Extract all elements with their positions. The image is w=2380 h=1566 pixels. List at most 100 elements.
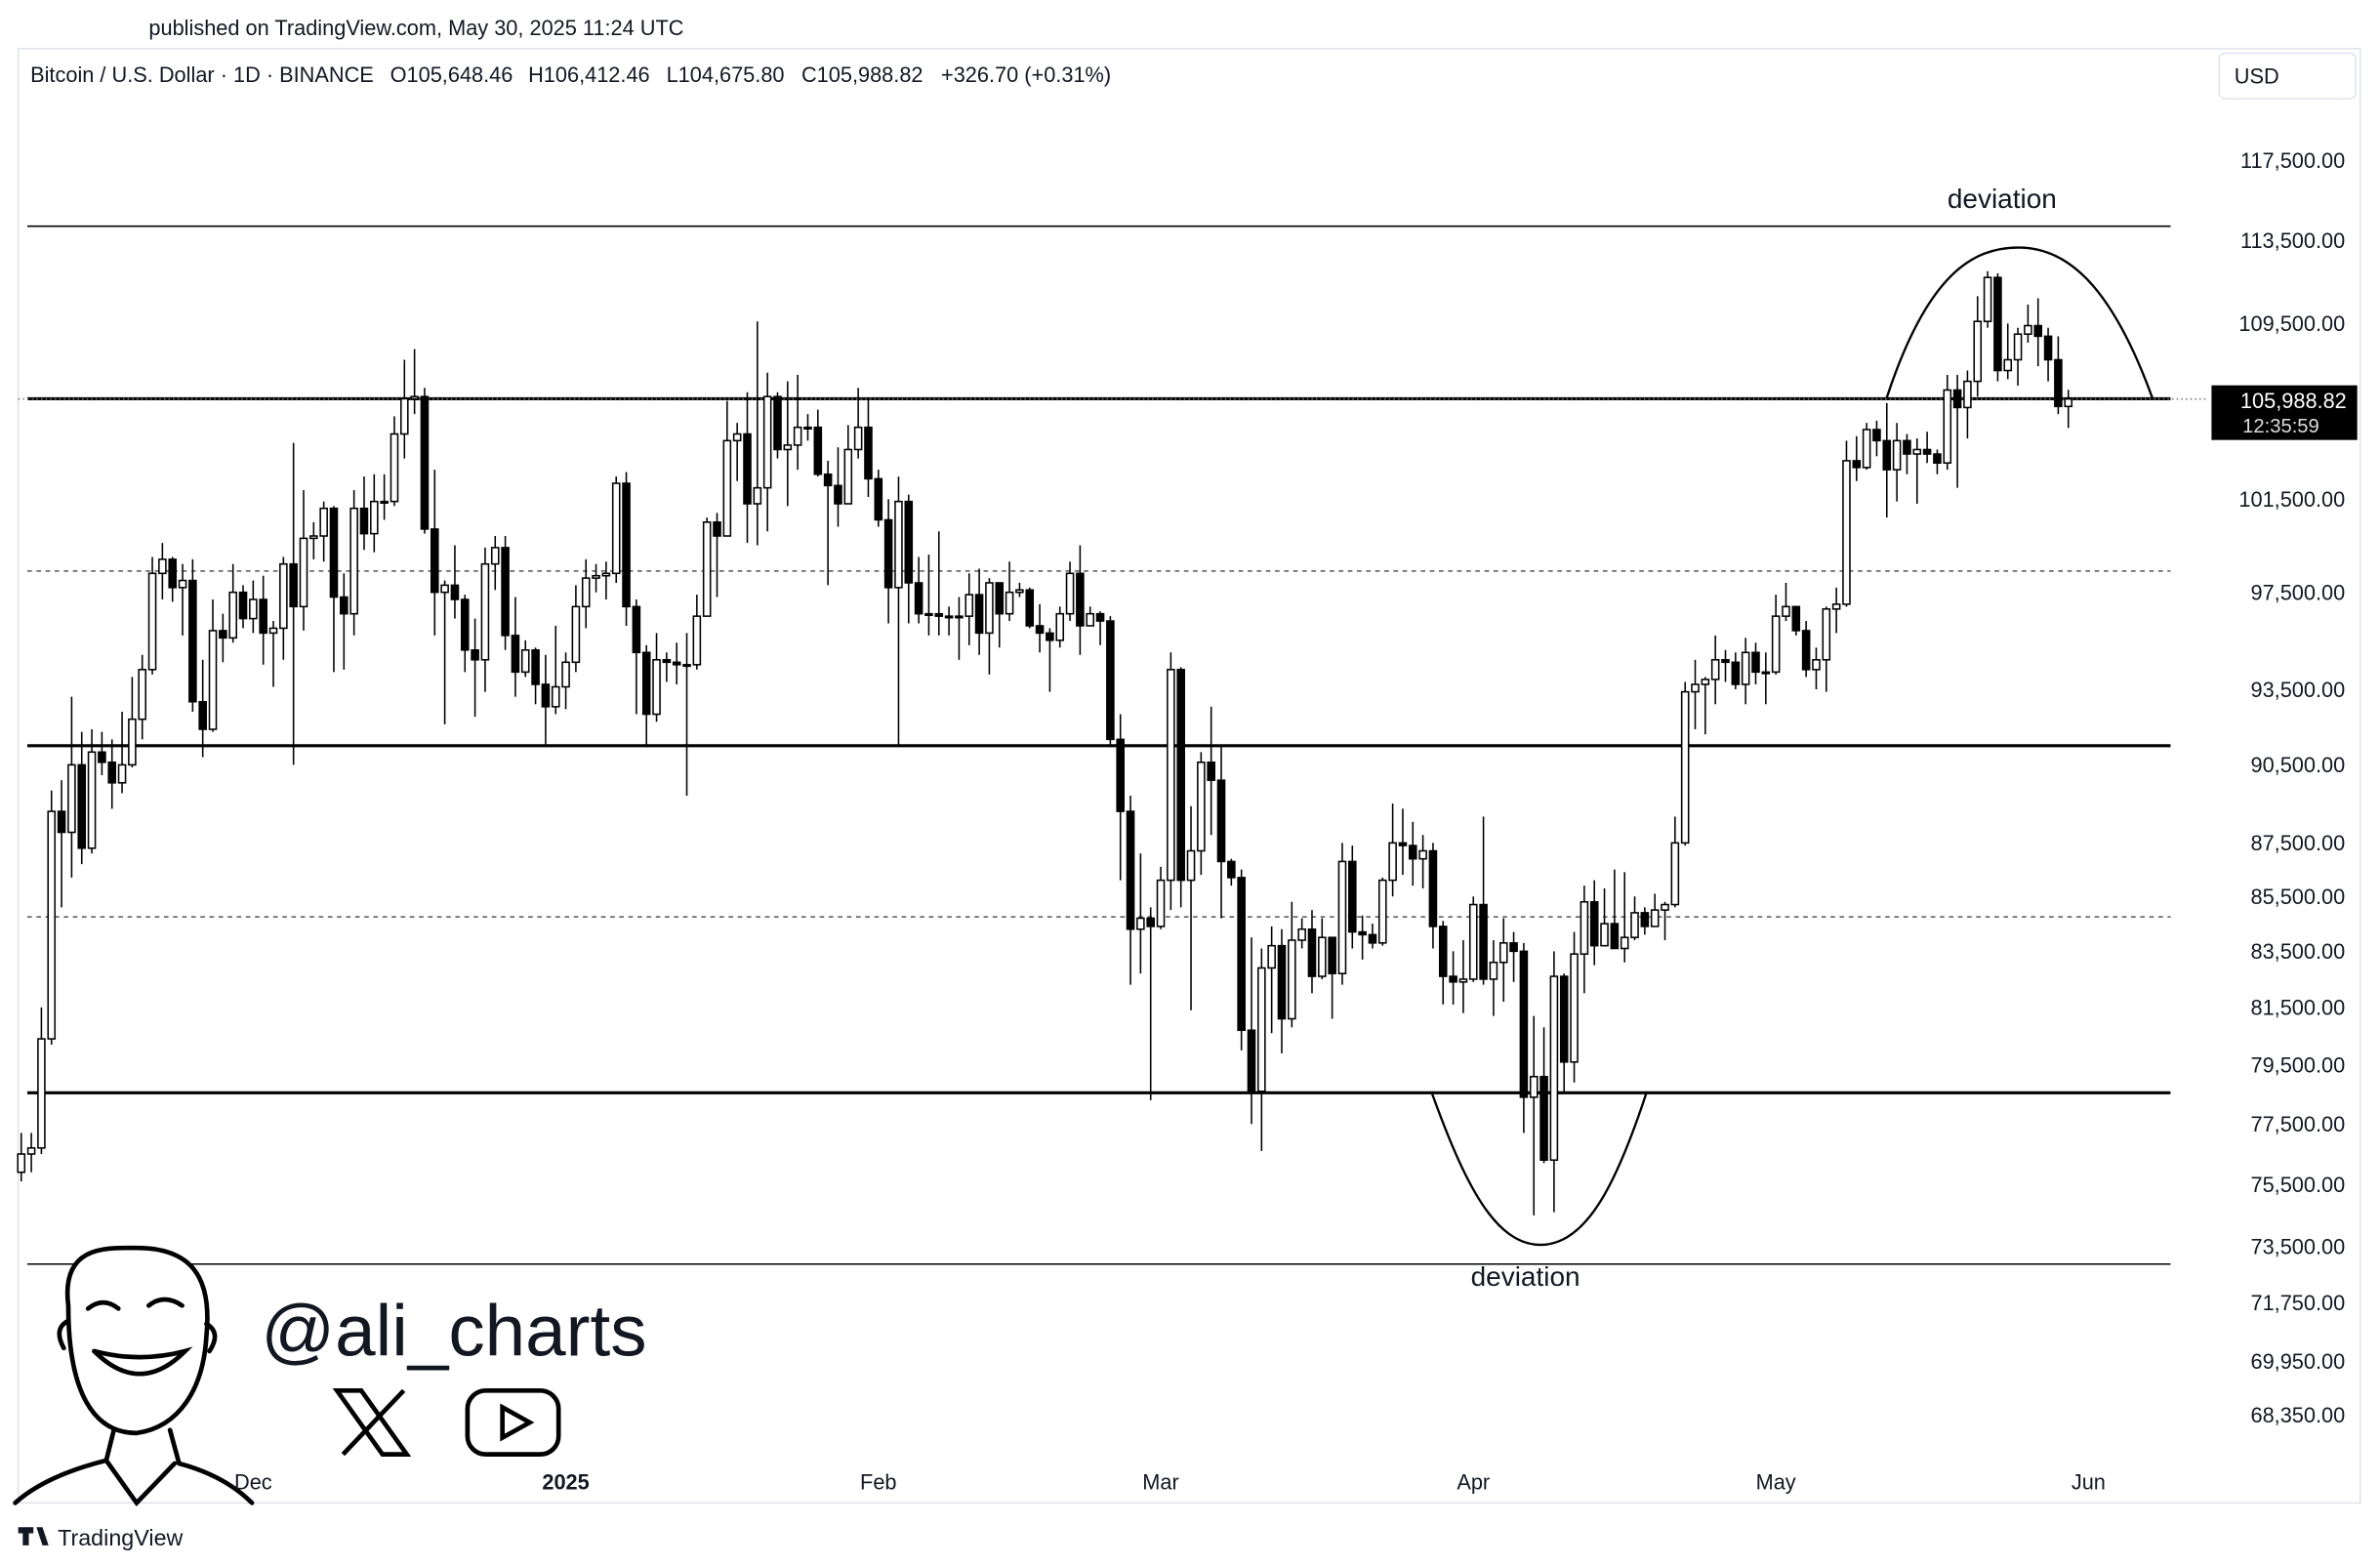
candle-body xyxy=(208,630,218,730)
candle-body xyxy=(17,1153,26,1174)
candle-body xyxy=(1701,679,1710,685)
avatar xyxy=(13,1245,255,1507)
candle-body xyxy=(410,395,419,400)
candle-body xyxy=(944,615,954,619)
candle-body xyxy=(1176,669,1185,882)
candle-body xyxy=(601,572,611,577)
candle-body xyxy=(1288,939,1296,1020)
candle-body xyxy=(37,1038,46,1149)
youtube-logo[interactable] xyxy=(465,1387,561,1457)
candle-body xyxy=(561,661,570,688)
candle-body xyxy=(1661,903,1669,911)
y-tick-label: 75,500.00 xyxy=(2250,1173,2345,1197)
candle-body xyxy=(319,507,328,537)
candle-body xyxy=(1498,942,1508,964)
candle-body xyxy=(1509,942,1518,953)
candle-body xyxy=(238,591,248,620)
candle-body xyxy=(359,507,369,535)
candle-body xyxy=(1257,967,1266,1092)
candle-body xyxy=(1801,630,1811,671)
y-tick-label: 69,950.00 xyxy=(2250,1349,2345,1374)
candle-body xyxy=(1237,877,1246,1032)
candle-body xyxy=(1377,879,1387,944)
candle-body xyxy=(1852,460,1862,469)
candle-body xyxy=(1862,429,1871,469)
candle-body xyxy=(98,751,106,763)
candle-body xyxy=(1348,860,1357,933)
candle-body xyxy=(1751,651,1760,674)
y-tick-label: 113,500.00 xyxy=(2240,228,2345,253)
candle-body xyxy=(1771,615,1781,674)
candle-body xyxy=(541,683,551,708)
candle-body xyxy=(894,500,903,589)
candle-body xyxy=(349,507,358,615)
candle-body xyxy=(1943,389,1952,464)
candle-body xyxy=(57,810,66,834)
candle-body xyxy=(1015,589,1024,594)
deviation-arc-top xyxy=(1885,246,2154,398)
currency-label[interactable]: USD xyxy=(2235,64,2279,89)
candles xyxy=(17,270,2073,1216)
candle-body xyxy=(1247,1029,1256,1092)
candle-body xyxy=(1680,690,1690,845)
candle-body xyxy=(107,761,117,784)
candle-body xyxy=(1227,860,1236,879)
candle-body xyxy=(1318,936,1327,977)
candle-body xyxy=(1691,683,1700,693)
candle-body xyxy=(1630,912,1639,938)
candle-body xyxy=(1822,607,1831,661)
candle-body xyxy=(1963,380,1972,409)
candle-body xyxy=(289,562,298,608)
x-tick-label: Mar xyxy=(1142,1469,1178,1494)
y-tick-label: 85,500.00 xyxy=(2250,885,2345,909)
candle-body xyxy=(2003,358,2013,372)
candle-body xyxy=(1116,738,1126,812)
y-tick-label: 109,500.00 xyxy=(2238,311,2345,336)
candle-body xyxy=(158,558,167,575)
brand-name: TradingView xyxy=(58,1525,183,1550)
candle-body xyxy=(329,507,339,598)
candle-body xyxy=(864,426,873,480)
candle-body xyxy=(1328,936,1336,974)
candle-body xyxy=(1549,975,1559,1161)
candle-body xyxy=(914,582,923,615)
y-tick-label: 79,500.00 xyxy=(2250,1053,2345,1078)
y-tick-label: 117,500.00 xyxy=(2240,148,2345,173)
candle-body xyxy=(762,395,772,489)
candle-body xyxy=(883,518,893,589)
candle-body xyxy=(1307,927,1317,977)
candle-body xyxy=(823,473,833,487)
candle-body xyxy=(1952,389,1962,409)
candle-body xyxy=(1277,944,1287,1020)
currency-button[interactable] xyxy=(2218,52,2357,100)
candle-body xyxy=(1620,936,1629,950)
x-tick-label: May xyxy=(1756,1469,1796,1494)
candle-body xyxy=(1216,779,1226,863)
x-logo[interactable] xyxy=(332,1387,412,1457)
candle-body xyxy=(1449,975,1457,983)
candle-body xyxy=(1136,917,1145,930)
candle-body xyxy=(834,484,842,505)
y-tick-label: 68,350.00 xyxy=(2250,1403,2345,1427)
candle-body xyxy=(571,605,581,664)
candle-body xyxy=(1761,671,1771,675)
candle-body xyxy=(1831,603,1841,610)
candle-body xyxy=(178,579,187,589)
candle-body xyxy=(2033,324,2043,338)
candle-body xyxy=(793,426,802,446)
candle-body xyxy=(460,598,470,651)
candle-body xyxy=(732,433,742,442)
x-tick-label: 2025 xyxy=(542,1469,589,1494)
candle-body xyxy=(1156,879,1166,927)
candle-body xyxy=(47,810,57,1040)
candle-body xyxy=(1872,429,1881,442)
candle-body xyxy=(813,426,823,475)
candle-body xyxy=(1337,860,1347,974)
candle-body xyxy=(2064,397,2073,408)
candle-body xyxy=(955,615,964,619)
candle-body xyxy=(985,582,994,635)
candle-body xyxy=(1055,612,1065,641)
candle-body xyxy=(1076,572,1085,627)
candle-body xyxy=(1167,669,1175,882)
candle-body xyxy=(1650,909,1660,927)
